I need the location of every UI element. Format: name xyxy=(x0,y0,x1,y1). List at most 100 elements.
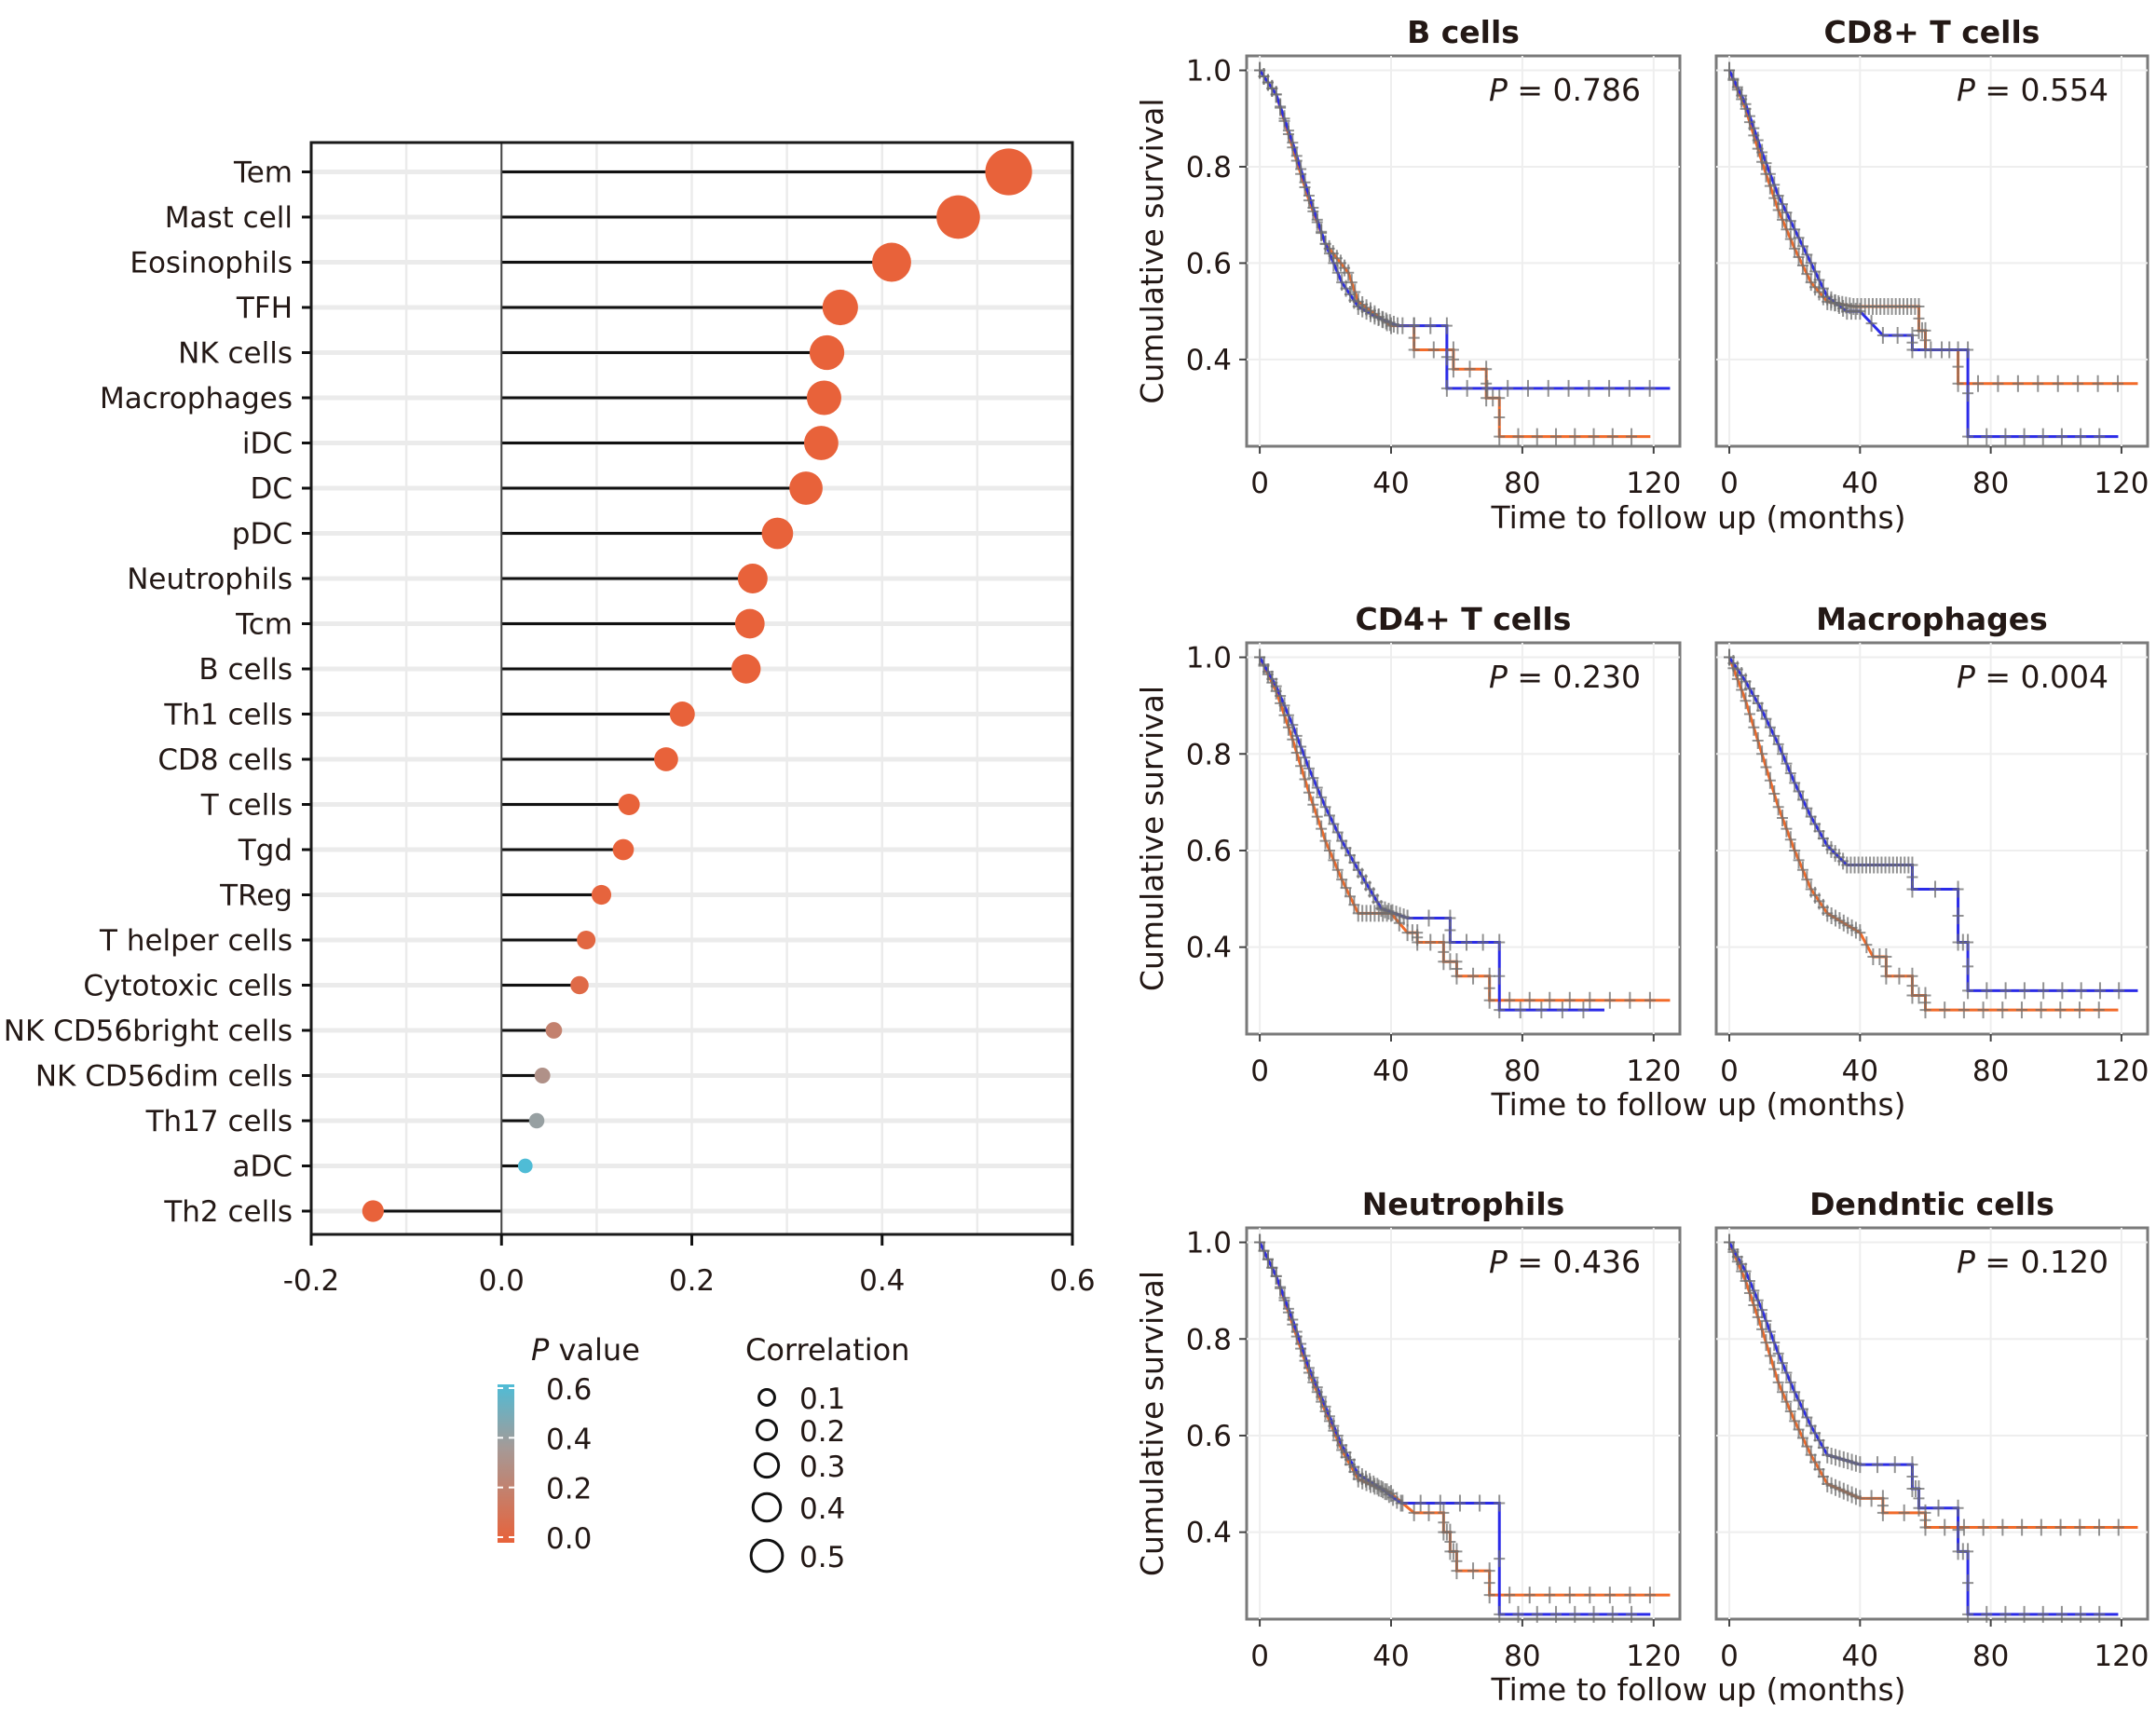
censor-mark xyxy=(1385,1485,1397,1503)
censor-mark xyxy=(1303,187,1315,205)
category-label: Tem xyxy=(233,157,293,190)
lollipop-category-labels: Tem Mast cell Eosinophils TFH NK cells Macrop… xyxy=(4,157,311,1229)
censor-mark xyxy=(1340,879,1352,897)
censor-mark xyxy=(1323,245,1335,263)
censor-mark xyxy=(1623,379,1635,397)
panel-x-tick-label: 0 xyxy=(1250,467,1269,500)
censor-mark xyxy=(1504,991,1516,1009)
censor-mark xyxy=(1760,758,1772,776)
category-label: B cells xyxy=(198,653,293,687)
censor-mark xyxy=(1930,880,1942,898)
censor-mark xyxy=(1756,1320,1768,1338)
censor-mark xyxy=(1880,967,1892,985)
censor-mark xyxy=(1328,1417,1340,1435)
censor-mark xyxy=(1796,257,1808,275)
censor-mark xyxy=(1999,1605,2012,1623)
censor-mark xyxy=(1784,765,1796,782)
lollipop-dot xyxy=(362,1200,384,1222)
censor-mark xyxy=(1254,1233,1266,1251)
censor-mark xyxy=(1440,379,1453,397)
censor-mark xyxy=(1348,896,1360,914)
censor-mark xyxy=(1303,783,1315,801)
panel-title: B cells xyxy=(1407,14,1520,50)
censor-mark xyxy=(1323,1408,1335,1425)
censor-mark xyxy=(1999,428,2012,445)
panel-x-tick-label: 80 xyxy=(1504,467,1540,500)
censor-mark xyxy=(1295,757,1307,775)
p-value-symbol: P xyxy=(1957,1244,1975,1280)
censor-mark xyxy=(1331,861,1344,879)
censor-mark xyxy=(1307,198,1319,216)
censor-mark xyxy=(1793,851,1805,869)
censor-mark xyxy=(1299,1347,1311,1365)
censor-mark xyxy=(1748,1282,1760,1300)
x-tick-label: 0.0 xyxy=(479,1264,525,1298)
lollipop-x-axis: -0.2 0.0 0.2 0.4 0.6 xyxy=(283,1234,1096,1298)
lollipop-dot xyxy=(985,148,1032,196)
censor-mark xyxy=(1919,1519,1931,1536)
censor-mark xyxy=(1290,727,1303,744)
censor-mark xyxy=(1748,718,1760,736)
censor-mark xyxy=(1793,783,1805,800)
censor-mark xyxy=(1743,107,1755,125)
censor-mark xyxy=(1962,982,1974,1000)
censor-mark xyxy=(1891,327,1904,345)
censor-mark xyxy=(1588,1605,1600,1623)
censor-mark xyxy=(1801,266,1813,283)
censor-mark xyxy=(2094,428,2106,445)
lollipop-legend: P value 0.60.40.20.0 Correlation 0.10.20… xyxy=(498,1332,909,1574)
censor-mark xyxy=(1295,1335,1307,1353)
survival-panel-neutrophils: Neutrophils P = 0.436 0 40 80 120 1.0 0.8 0.6 0.4… xyxy=(1134,1186,1682,1673)
censor-mark xyxy=(1772,1373,1784,1391)
panel-x-tick-label: 40 xyxy=(1842,467,1878,500)
category-label: NK cells xyxy=(178,337,293,371)
censor-mark xyxy=(1962,341,1974,359)
size-legend-circle xyxy=(749,1538,785,1573)
panel-x-tick-label: 80 xyxy=(1504,1640,1540,1673)
pvalue-colorbar xyxy=(498,1384,514,1543)
censor-mark xyxy=(1299,770,1311,788)
censor-mark xyxy=(1290,1323,1303,1341)
censor-mark xyxy=(2016,1519,2028,1536)
censor-mark xyxy=(1784,1403,1796,1421)
censor-mark xyxy=(1952,880,1964,898)
censor-mark xyxy=(1512,428,1524,445)
censor-mark xyxy=(1453,1494,1466,1512)
censor-mark xyxy=(1494,933,1506,951)
category-label: Cytotoxic cells xyxy=(83,970,293,1003)
correlation-legend-title: Correlation xyxy=(745,1332,909,1368)
censor-mark xyxy=(2094,1519,2106,1536)
lollipop-dot xyxy=(789,471,823,505)
censor-mark xyxy=(2037,1605,2049,1623)
censor-mark xyxy=(1777,1355,1789,1372)
censor-mark xyxy=(1997,1001,2009,1019)
censor-mark xyxy=(2112,375,2124,392)
colorbar-tick-label: 0.4 xyxy=(546,1423,592,1456)
panel-y-tick-label: 0.4 xyxy=(1186,932,1232,965)
panel-x-tick-label: 120 xyxy=(2094,1640,2149,1673)
category-label: T helper cells xyxy=(99,924,293,958)
censor-mark xyxy=(1521,379,1534,397)
censor-mark xyxy=(1796,238,1808,255)
censor-mark xyxy=(2075,1605,2087,1623)
lollipop-dot xyxy=(737,564,768,593)
p-value-number: 0.004 xyxy=(2021,659,2108,695)
p-value-symbol: P xyxy=(1489,72,1508,108)
censor-mark xyxy=(2075,982,2087,1000)
censor-mark xyxy=(1563,1587,1576,1604)
censor-mark xyxy=(1331,824,1344,841)
censor-mark xyxy=(1752,732,1764,749)
censor-mark xyxy=(1764,1323,1776,1341)
censor-mark xyxy=(1789,239,1801,257)
censor-mark xyxy=(1854,1456,1866,1474)
censor-mark xyxy=(1556,1001,1568,1019)
survival-panel-cd4-t-cells: CD4+ T cells P = 0.230 0 40 80 120 1.0 0.8 0.6 0.… xyxy=(1134,601,1682,1088)
censor-mark xyxy=(1777,745,1789,763)
censor-mark xyxy=(1494,428,1506,445)
censor-mark xyxy=(1523,991,1535,1009)
lollipop-dot xyxy=(936,195,980,239)
lollipop-dot xyxy=(517,1158,533,1174)
censor-mark xyxy=(2054,1519,2067,1536)
censor-mark xyxy=(1952,1521,1964,1539)
